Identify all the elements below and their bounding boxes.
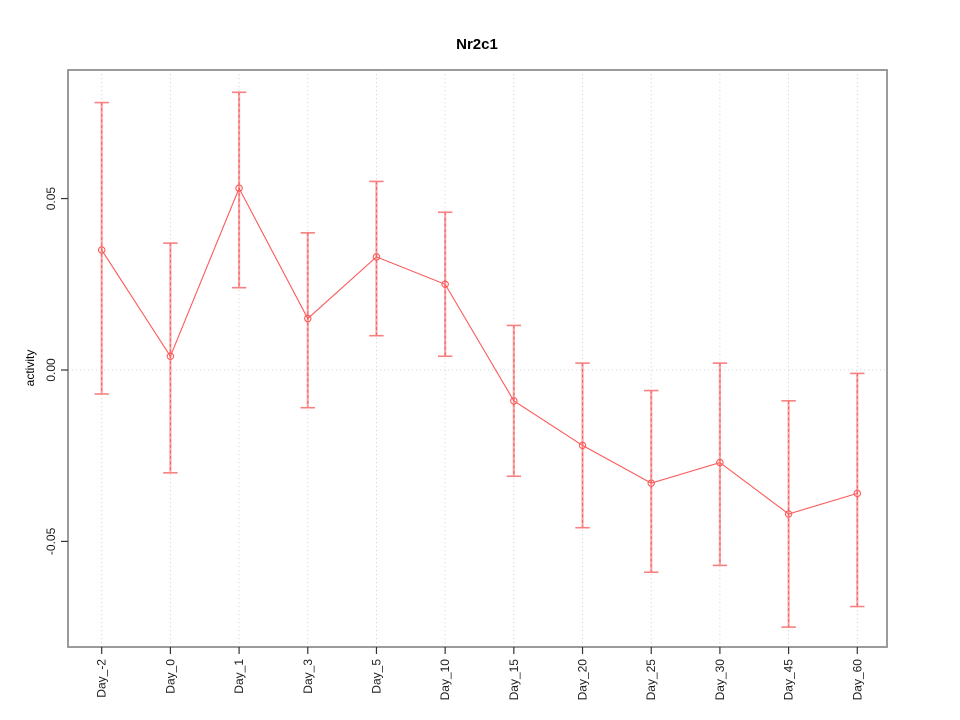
x-tick-label: Day_15 [507,659,521,701]
chart-title: Nr2c1 [456,36,498,53]
data-point-marker [97,246,106,254]
data-point-marker [853,489,862,498]
data-point-marker [235,184,243,193]
data-point-marker [166,352,175,361]
data-point-marker [716,458,724,467]
x-tick-label: Day_25 [644,659,658,701]
x-tick-label: Day_1 [232,659,246,694]
data-point-marker [647,479,655,487]
data-point-marker [510,397,518,405]
x-tick-label: Day_45 [782,659,796,701]
x-tick-label: Day_60 [850,659,864,701]
data-point-marker [578,441,587,450]
data-point-marker [372,253,381,261]
y-tick-label: 0.00 [44,358,58,382]
data-point-marker [441,280,449,289]
data-point-marker [784,510,793,518]
x-tick-label: Day_10 [438,659,452,701]
y-tick-label: -0.05 [44,527,58,555]
x-tick-label: Day_0 [163,659,177,694]
x-tick-label: Day_3 [301,659,315,694]
plot-box [67,69,888,648]
y-tick-label: 0.05 [44,187,58,211]
series-line [101,186,858,515]
x-tick-label: Day_20 [576,659,590,701]
x-tick-label: Day_30 [713,659,727,701]
data-point-marker [304,314,312,323]
x-tick-label: Day_-2 [95,659,109,698]
x-tick-label: Day_5 [369,659,383,694]
